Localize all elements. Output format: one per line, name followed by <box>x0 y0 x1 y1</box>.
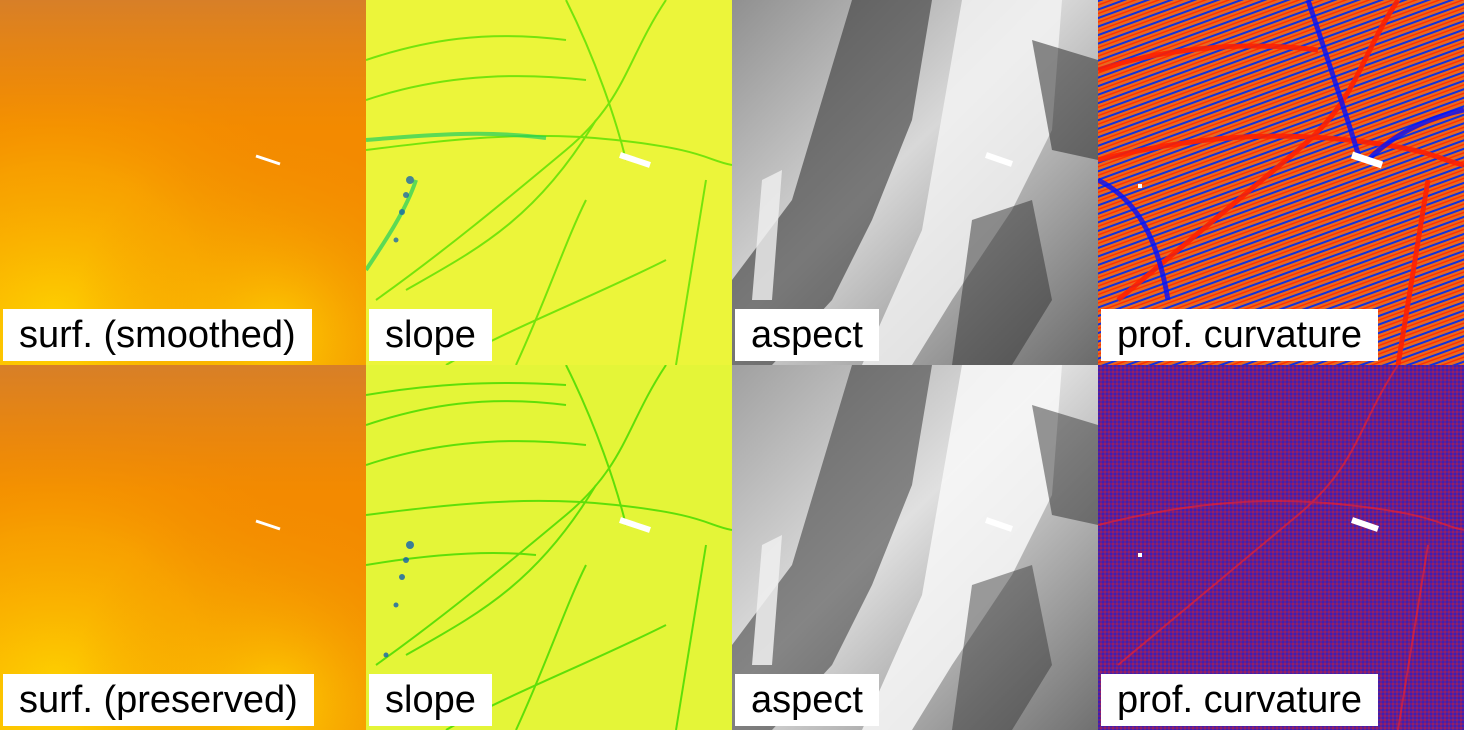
aspect-panel: aspect <box>732 365 1098 730</box>
slope-image <box>366 0 732 365</box>
prof-curvature-panel: prof. curvature <box>1098 0 1464 365</box>
aspect-panel: aspect <box>732 0 1098 365</box>
prof-curvature-image <box>1098 365 1464 730</box>
surface-smoothed-image <box>0 0 366 365</box>
panel-label: prof. curvature <box>1101 309 1378 361</box>
panel-label: slope <box>369 309 492 361</box>
panel-label: aspect <box>735 309 879 361</box>
panel-label: surf. (smoothed) <box>3 309 312 361</box>
slope-image <box>366 365 732 730</box>
prof-curvature-image <box>1098 0 1464 365</box>
panel-label: slope <box>369 674 492 726</box>
surface-preserved-panel: surf. (preserved) <box>0 365 366 730</box>
prof-curvature-panel: prof. curvature <box>1098 365 1464 730</box>
panel-label: prof. curvature <box>1101 674 1378 726</box>
surface-smoothed-panel: surf. (smoothed) <box>0 0 366 365</box>
slope-panel: slope <box>366 0 732 365</box>
aspect-image <box>732 365 1098 730</box>
slope-panel: slope <box>366 365 732 730</box>
aspect-image <box>732 0 1098 365</box>
panel-label: surf. (preserved) <box>3 674 314 726</box>
panel-label: aspect <box>735 674 879 726</box>
surface-preserved-image <box>0 365 366 730</box>
